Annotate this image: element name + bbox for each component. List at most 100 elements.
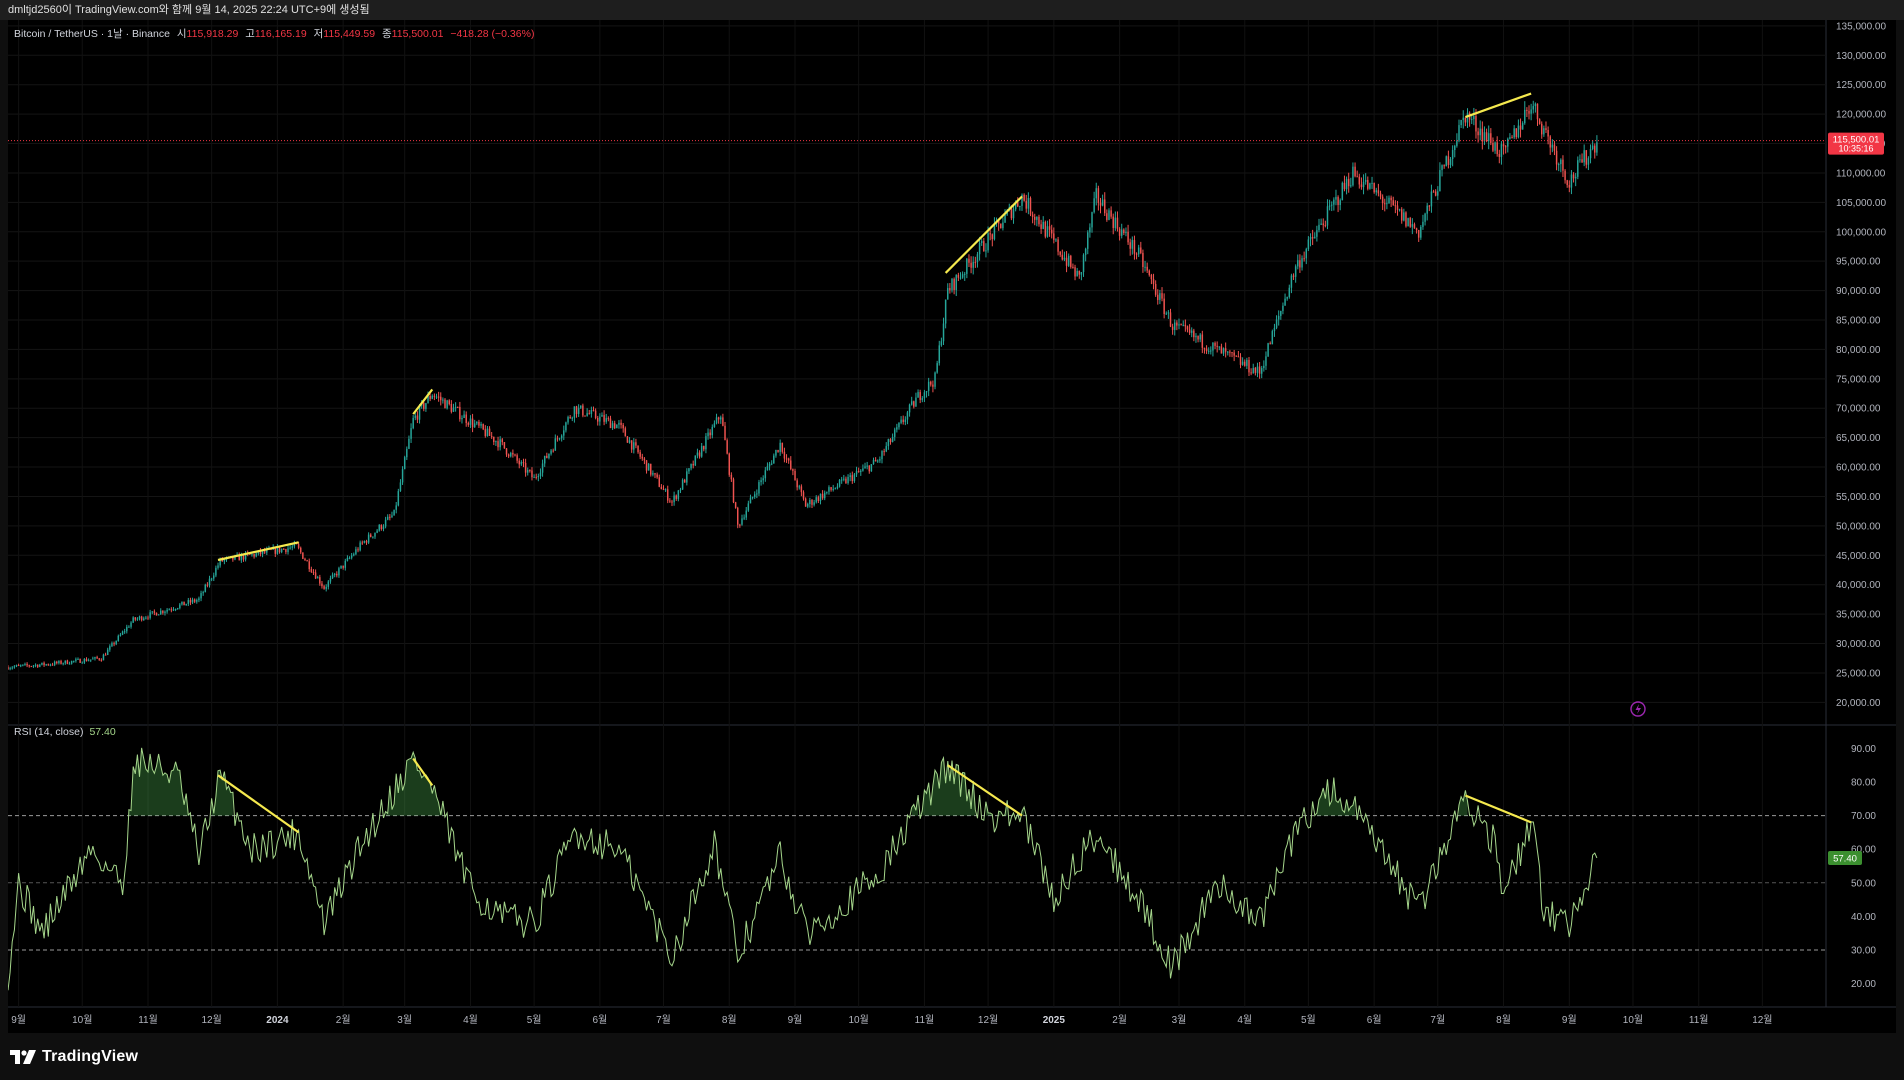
candle-body: [927, 381, 930, 392]
candle-body: [442, 399, 444, 401]
candle-body: [1318, 224, 1320, 231]
candle-body: [1439, 170, 1441, 192]
candle-body: [639, 452, 641, 457]
candle-body: [834, 488, 837, 490]
candle-body: [1464, 117, 1467, 123]
candle-body: [1437, 191, 1439, 196]
rsi-legend[interactable]: RSI (14, close) 57.40: [14, 726, 116, 738]
price-tick-label: 95,000.00: [1836, 257, 1881, 268]
candle-body: [162, 610, 164, 613]
candle-body: [705, 436, 707, 450]
candle-body: [461, 418, 463, 420]
time-tick-label: 2024: [266, 1015, 289, 1026]
candle-body: [58, 660, 60, 664]
candle-body: [556, 438, 559, 440]
price-tick-label: 100,000.00: [1836, 227, 1886, 238]
candle-body: [1004, 214, 1006, 223]
brand-name: TradingView: [42, 1048, 139, 1065]
candle-body: [1112, 216, 1114, 228]
candle-body: [1432, 191, 1435, 193]
candle-body: [1271, 331, 1274, 345]
rsi-value-tag-text: 57.40: [1833, 853, 1857, 864]
candle-body: [885, 446, 887, 452]
time-tick-label: 4월: [463, 1014, 478, 1026]
candle-body: [1555, 150, 1558, 165]
candle-body: [1424, 213, 1426, 222]
candle-body: [1301, 258, 1303, 268]
candle-body: [1422, 221, 1424, 227]
candle-body: [1025, 200, 1027, 209]
candle-body: [1148, 270, 1151, 275]
candle-body: [181, 601, 183, 605]
time-tick-label: 7월: [1430, 1014, 1445, 1026]
candle-body: [683, 479, 686, 483]
candle-body: [94, 657, 96, 659]
candle-body: [1055, 239, 1057, 241]
candle-body: [501, 439, 504, 443]
candle-body: [821, 493, 824, 499]
chart-canvas[interactable]: 20,000.00 25,000.00 30,000.00 35,000.00 40,0…: [8, 20, 1896, 1033]
candle-body: [1165, 313, 1168, 315]
candle-body: [1059, 251, 1061, 255]
candle-body: [870, 464, 873, 472]
candle-body: [166, 609, 168, 612]
candle-body: [605, 418, 607, 422]
candle-body: [111, 643, 113, 647]
candle-body: [1585, 150, 1588, 165]
candle-body: [968, 258, 970, 263]
candle-body: [36, 664, 39, 667]
candle-body: [314, 572, 317, 579]
candle-body: [280, 548, 283, 553]
time-tick-label: 9월: [1562, 1014, 1577, 1026]
candle-body: [179, 604, 181, 609]
price-tick-label: 75,000.00: [1836, 374, 1881, 385]
candle-body: [1337, 196, 1339, 205]
candle-body: [1364, 179, 1367, 182]
candle-body: [1108, 210, 1110, 220]
price-trendline: [1464, 92, 1532, 119]
candle-body: [951, 278, 953, 291]
candle-body: [255, 553, 257, 557]
candle-body: [877, 460, 879, 462]
symbol-legend[interactable]: Bitcoin / TetherUS · 1날 · Binance 시115,9…: [14, 26, 534, 41]
candle-body: [722, 417, 724, 426]
chart-panel[interactable]: 20,000.00 25,000.00 30,000.00 35,000.00 40,0…: [8, 20, 1896, 1033]
candle-body: [312, 571, 315, 573]
candle-body: [787, 458, 790, 461]
candle-body: [794, 470, 796, 481]
candle-body: [1256, 366, 1259, 373]
candle-body: [1335, 196, 1337, 200]
candle-body: [717, 417, 720, 420]
candle-body: [13, 666, 16, 668]
close-value: 115,500.01: [391, 28, 444, 40]
candle-body: [47, 664, 50, 666]
price-tick-label: 80,000.00: [1836, 345, 1881, 356]
candle-body: [408, 438, 410, 449]
candle-body: [546, 455, 548, 458]
candle-body: [96, 657, 98, 659]
candle-body: [497, 441, 499, 448]
candle-body: [798, 486, 801, 488]
candle-body: [696, 452, 699, 456]
last-price-tag: [1828, 132, 1884, 155]
candle-body: [484, 429, 487, 437]
candle-body: [283, 548, 285, 550]
candle-body: [1596, 142, 1598, 153]
rsi-tick-label: 70.00: [1851, 811, 1876, 822]
candle-body: [838, 479, 841, 487]
candle-body: [1031, 214, 1034, 217]
candle-body: [599, 416, 601, 422]
candle-body: [1415, 228, 1418, 231]
candle-body: [53, 661, 56, 665]
price-tick-label: 20,000.00: [1836, 698, 1881, 709]
candle-body: [499, 439, 501, 448]
tradingview-logo[interactable]: TradingView: [10, 1047, 138, 1067]
rsi-overbought-fill: [128, 747, 1479, 816]
candle-body: [386, 516, 389, 520]
candle-body: [1127, 231, 1129, 243]
lightning-alert-icon[interactable]: [1630, 701, 1646, 717]
candle-body: [1388, 197, 1390, 204]
candle-body: [1360, 184, 1363, 188]
candle-body: [444, 399, 446, 409]
candle-body: [720, 417, 722, 420]
